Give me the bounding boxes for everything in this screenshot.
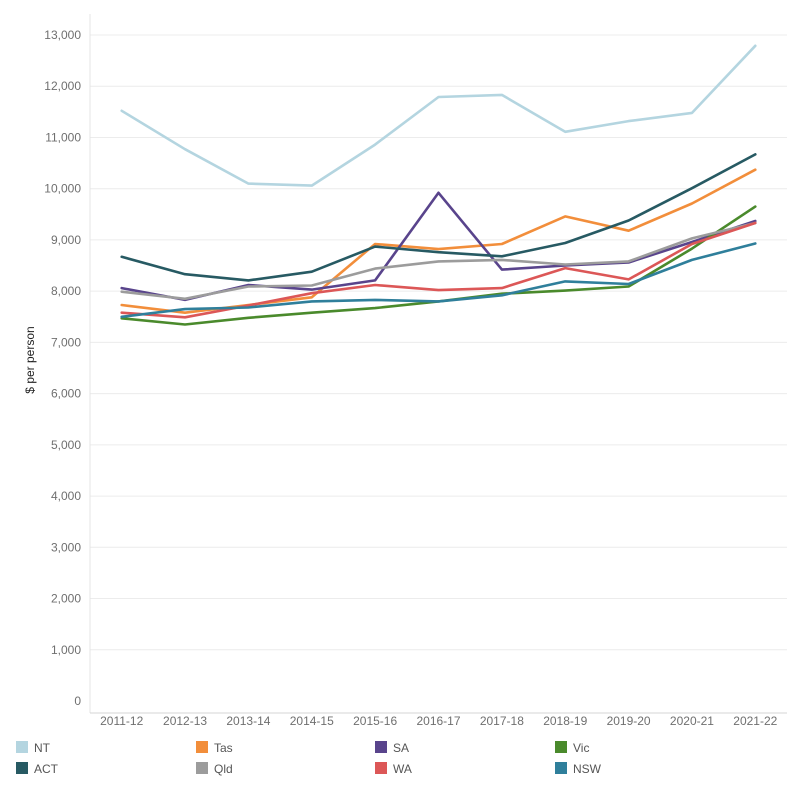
legend-swatch — [555, 741, 567, 753]
y-tick-label: 9,000 — [51, 233, 81, 247]
x-tick-label: 2013-14 — [226, 714, 270, 728]
x-tick-label: 2016-17 — [416, 714, 460, 728]
legend-label: WA — [393, 762, 412, 776]
series-line-act — [120, 153, 757, 282]
legend-item-vic[interactable]: Vic — [555, 741, 589, 755]
series-line-wa — [120, 221, 757, 319]
legend-label: Qld — [214, 762, 233, 776]
legend-swatch — [16, 741, 28, 753]
legend-swatch — [196, 762, 208, 774]
y-tick-label: 1,000 — [51, 643, 81, 657]
legend-item-tas[interactable]: Tas — [196, 741, 233, 755]
legend-item-wa[interactable]: WA — [375, 762, 412, 776]
legend-label: NSW — [573, 762, 602, 776]
legend-label: NT — [34, 741, 51, 755]
series-line-qld — [120, 221, 757, 301]
x-tick-label: 2019-20 — [607, 714, 651, 728]
legend-label: Tas — [214, 741, 233, 755]
x-tick-label: 2012-13 — [163, 714, 207, 728]
legend[interactable]: NT Tas SA Vic ACT Qld WA NSW — [16, 741, 602, 776]
series-line-nsw — [120, 242, 757, 319]
x-tick-label: 2014-15 — [290, 714, 334, 728]
series-line-nt — [120, 44, 757, 187]
y-tick-label: 12,000 — [44, 79, 81, 93]
x-tick-label: 2011-12 — [100, 714, 143, 728]
y-tick-label: 11,000 — [45, 130, 81, 144]
series-line-sa — [120, 191, 757, 302]
y-tick-label: 8,000 — [51, 284, 81, 298]
y-axis: 0 1,000 2,000 3,000 4,000 5,000 6,000 7,000 8,00… — [44, 28, 81, 708]
legend-swatch — [16, 762, 28, 774]
legend-item-qld[interactable]: Qld — [196, 762, 233, 776]
legend-swatch — [555, 762, 567, 774]
legend-swatch — [375, 741, 387, 753]
x-tick-label: 2018-19 — [543, 714, 587, 728]
y-tick-label: 0 — [74, 694, 81, 708]
legend-label: Vic — [573, 741, 589, 755]
y-tick-label: 6,000 — [51, 387, 81, 401]
legend-swatch — [196, 741, 208, 753]
series-lines — [120, 44, 757, 326]
x-tick-label: 2020-21 — [670, 714, 714, 728]
legend-item-sa[interactable]: SA — [375, 741, 409, 755]
series-line-vic — [120, 205, 757, 326]
x-axis: 2011-12 2012-13 2013-14 2014-15 2015-16 2016-… — [100, 714, 778, 728]
y-tick-label: 5,000 — [51, 438, 81, 452]
legend-item-nt[interactable]: NT — [16, 741, 51, 755]
y-tick-label: 10,000 — [44, 182, 81, 196]
legend-item-act[interactable]: ACT — [16, 762, 59, 776]
y-tick-label: 13,000 — [44, 28, 81, 42]
legend-label: SA — [393, 741, 409, 755]
y-tick-label: 3,000 — [51, 540, 81, 554]
y-axis-title: $ per person — [23, 326, 37, 393]
x-tick-label: 2015-16 — [353, 714, 397, 728]
legend-label: ACT — [34, 762, 59, 776]
legend-item-nsw[interactable]: NSW — [555, 762, 602, 776]
x-tick-label: 2017-18 — [480, 714, 524, 728]
gridlines — [89, 14, 787, 714]
x-tick-label: 2021-22 — [733, 714, 777, 728]
y-tick-label: 7,000 — [51, 335, 81, 349]
y-tick-label: 4,000 — [51, 489, 81, 503]
legend-swatch — [375, 762, 387, 774]
y-tick-label: 2,000 — [51, 592, 81, 606]
